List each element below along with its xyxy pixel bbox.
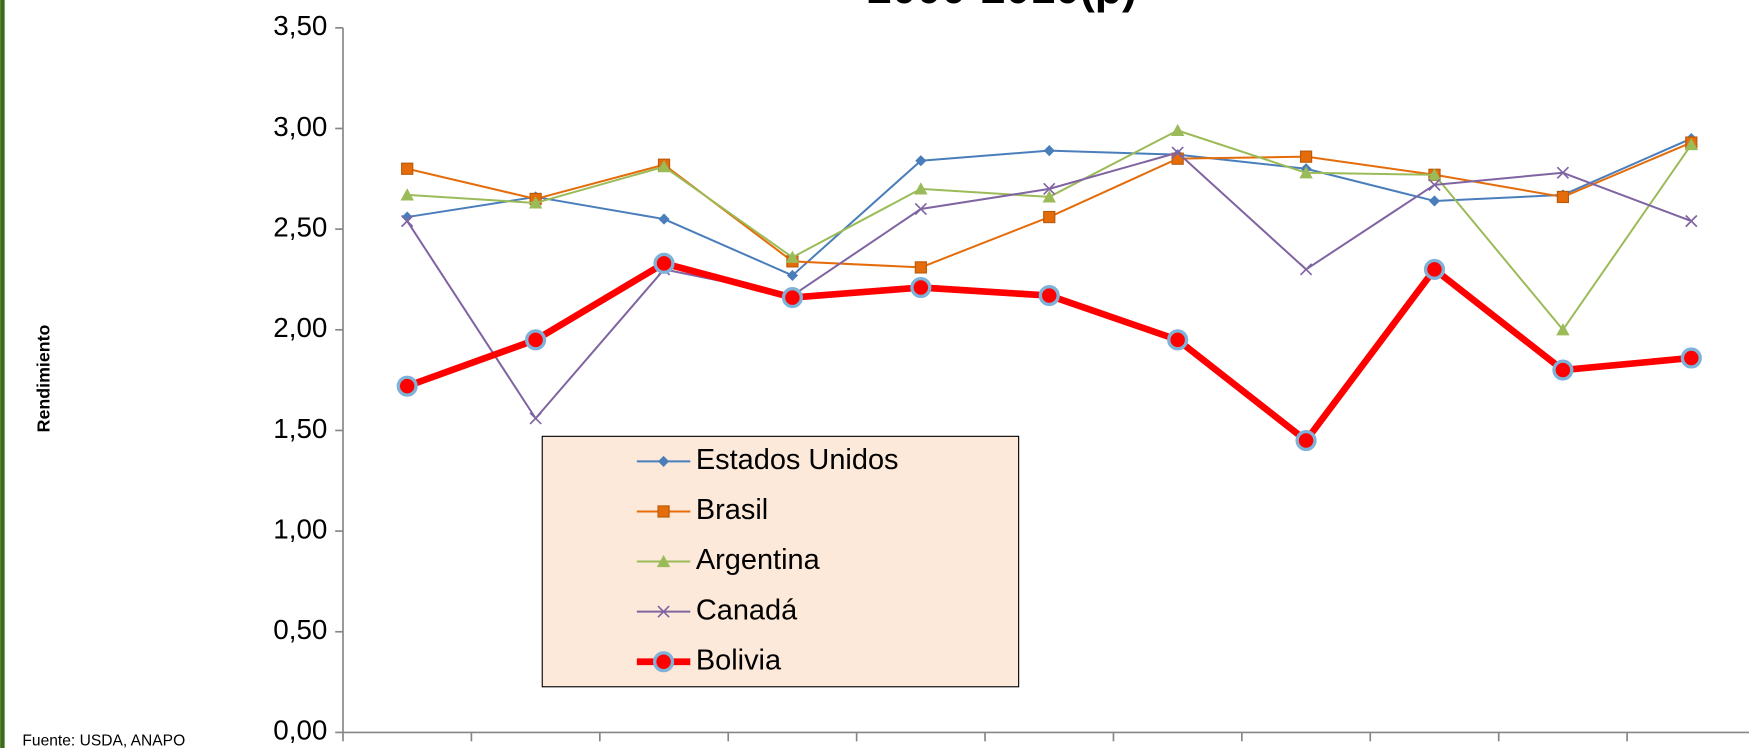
- marker: [657, 505, 670, 518]
- series: [401, 136, 1698, 274]
- y-tick-label: 2,50: [273, 211, 327, 242]
- y-tick-label: 3,50: [273, 10, 327, 41]
- y-axis-label: Rendimiento: [33, 324, 53, 432]
- marker: [1685, 214, 1698, 228]
- marker: [914, 182, 928, 195]
- marker: [785, 250, 800, 263]
- marker: [656, 554, 671, 568]
- series-line: [407, 137, 1692, 277]
- y-tick-label: 1,50: [273, 413, 327, 444]
- marker: [529, 412, 542, 425]
- marker: [910, 276, 932, 299]
- marker: [652, 651, 675, 673]
- marker: [658, 213, 670, 225]
- y-tick-label: 2,00: [273, 312, 327, 343]
- marker: [1043, 145, 1055, 157]
- legend-box: [541, 435, 1020, 688]
- left-border: [0, 0, 5, 748]
- marker: [401, 162, 414, 175]
- marker: [658, 455, 670, 467]
- marker: [401, 214, 414, 228]
- marker: [1556, 323, 1570, 336]
- marker: [1428, 195, 1441, 207]
- marker: [1167, 329, 1189, 351]
- series: [401, 132, 1697, 282]
- marker: [528, 196, 543, 209]
- marker: [914, 202, 928, 216]
- source-note: Fuente: USDA, ANAPO: [22, 732, 185, 748]
- marker: [1556, 190, 1570, 204]
- marker: [1171, 152, 1184, 165]
- marker: [1684, 137, 1698, 151]
- chart-title: 2000-2010(p): [867, 0, 1137, 13]
- marker: [396, 375, 418, 397]
- legend-label: Argentina: [696, 544, 821, 576]
- series: [396, 252, 1702, 452]
- marker: [653, 252, 675, 274]
- marker: [1552, 359, 1574, 381]
- marker: [914, 261, 927, 274]
- marker: [525, 329, 547, 351]
- marker: [1428, 178, 1441, 192]
- marker: [1299, 263, 1313, 276]
- marker: [1299, 150, 1313, 163]
- marker: [1171, 146, 1184, 159]
- marker: [1295, 429, 1317, 452]
- marker: [781, 287, 804, 309]
- legend-label: Estados Unidos: [696, 444, 899, 476]
- marker: [1043, 182, 1056, 196]
- marker: [657, 160, 671, 173]
- marker: [1556, 166, 1570, 179]
- marker: [1427, 168, 1442, 181]
- marker: [1043, 210, 1056, 224]
- marker: [401, 211, 413, 223]
- legend-label: Brasil: [696, 494, 768, 526]
- marker: [400, 188, 414, 201]
- y-tick-label: 1,00: [273, 513, 327, 544]
- y-tick-label: 3,00: [273, 111, 327, 142]
- marker: [1680, 347, 1702, 369]
- legend-label: Canadá: [696, 594, 798, 626]
- series: [400, 123, 1698, 336]
- marker: [1170, 123, 1185, 137]
- marker: [1299, 166, 1313, 179]
- marker: [1423, 258, 1446, 280]
- marker: [657, 605, 670, 618]
- series-line: [406, 141, 1692, 269]
- y-tick-label: 0,50: [273, 614, 327, 645]
- marker: [1038, 284, 1060, 307]
- y-tick-label: 0,00: [273, 715, 327, 746]
- marker: [1042, 190, 1056, 203]
- legend-label: Bolivia: [696, 644, 782, 676]
